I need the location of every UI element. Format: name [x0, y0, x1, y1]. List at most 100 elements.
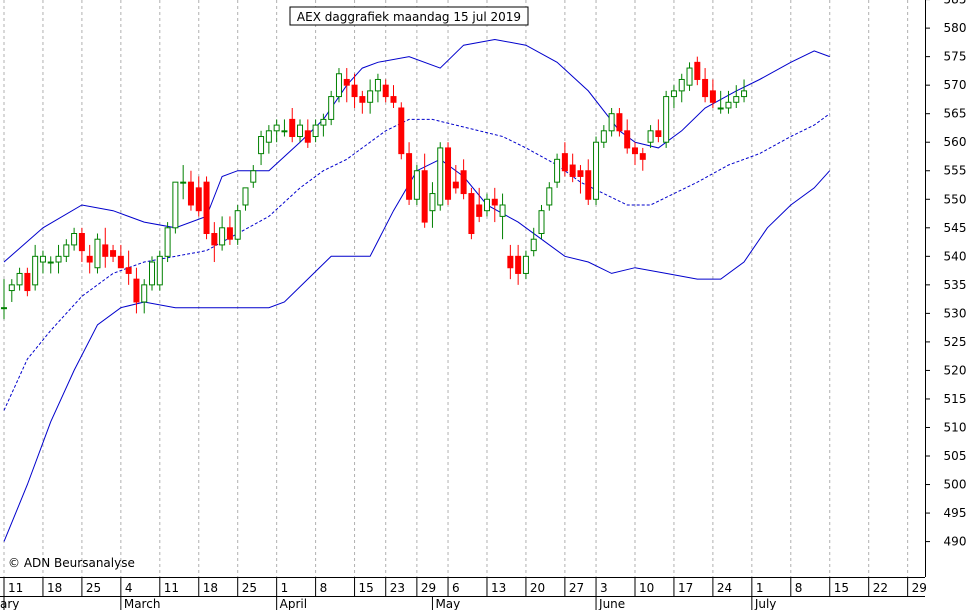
candle-10 [78, 227, 85, 263]
candle-21 [164, 222, 171, 263]
candle-body-16 [125, 267, 132, 274]
bollinger-middle-line [3, 113, 830, 411]
candle-body-26 [203, 181, 210, 235]
candle-body-66 [515, 255, 522, 274]
x-tick-label-5: 18 [203, 581, 218, 595]
candle-body-8 [63, 244, 70, 257]
candle-body-5 [39, 255, 46, 263]
y-tick-label-18: 580 [944, 21, 967, 35]
candle-49 [382, 79, 389, 103]
candle-23 [180, 165, 187, 200]
candle-19 [149, 256, 156, 291]
candle-body-12 [94, 238, 101, 269]
candle-15 [117, 244, 124, 269]
month-label-2: April [280, 597, 307, 610]
x-tick-label-14: 20 [530, 581, 545, 595]
candle-87 [678, 73, 685, 103]
candle-61 [476, 187, 483, 223]
candle-69 [538, 204, 545, 240]
candle-85 [663, 90, 670, 148]
candle-65 [507, 244, 514, 280]
candle-50 [390, 85, 397, 108]
candle-28 [219, 216, 226, 251]
candle-39 [304, 119, 311, 148]
candle-37 [289, 107, 296, 143]
candle-46 [359, 90, 366, 114]
candle-body-7 [55, 255, 62, 263]
candle-body-23 [180, 181, 187, 184]
candle-body-73 [569, 164, 576, 177]
candle-body-85 [663, 96, 670, 143]
x-tick-label-4: 11 [164, 581, 179, 595]
candle-54 [421, 153, 428, 228]
candle-body-50 [390, 96, 397, 103]
x-tick-label-10: 23 [390, 581, 405, 595]
candle-93 [725, 90, 732, 114]
candle-body-89 [694, 61, 701, 80]
candle-94 [733, 85, 740, 108]
candle-82 [639, 147, 646, 171]
candle-27 [211, 222, 218, 263]
candle-body-20 [156, 255, 163, 286]
month-label-3: May [435, 597, 460, 610]
x-tick-label-20: 1 [756, 581, 764, 595]
candle-60 [468, 187, 475, 240]
y-tick-label-5: 515 [944, 392, 967, 406]
x-tick-label-8: 8 [320, 581, 328, 595]
candle-48 [374, 73, 381, 103]
candle-91 [709, 79, 716, 108]
y-tick-label-0: 490 [944, 535, 967, 549]
candle-body-35 [273, 124, 280, 132]
x-tick-label-9: 15 [359, 581, 374, 595]
candle-89 [694, 56, 701, 86]
candle-body-94 [733, 96, 740, 103]
candle-body-95 [741, 90, 748, 98]
candle-26 [203, 176, 210, 240]
candle-body-52 [406, 153, 413, 200]
candle-13 [102, 227, 109, 268]
x-tick-label-22: 15 [834, 581, 849, 595]
x-tick-label-15: 27 [569, 581, 584, 595]
month-label-0: ary [0, 597, 19, 610]
candle-45 [351, 73, 358, 108]
candle-body-57 [445, 147, 452, 200]
candle-16 [125, 250, 132, 285]
candle-62 [483, 193, 490, 217]
candle-68 [530, 227, 537, 257]
candle-body-59 [460, 170, 467, 195]
candle-57 [445, 142, 452, 205]
candle-body-67 [522, 255, 529, 274]
candle-47 [367, 79, 374, 114]
candle-body-92 [717, 107, 724, 110]
candle-70 [546, 182, 553, 211]
candle-body-19 [149, 261, 156, 286]
candle-body-4 [32, 255, 39, 286]
candle-body-74 [577, 170, 584, 177]
y-tick-label-15: 565 [944, 107, 967, 121]
credit-text: © ADN Beursanalyse [8, 556, 135, 570]
month-label-4: June [598, 597, 625, 610]
candle-body-40 [312, 124, 319, 138]
x-tick-label-16: 3 [600, 581, 608, 595]
candle-14 [110, 244, 117, 263]
candle-43 [335, 68, 342, 103]
candle-31 [242, 187, 249, 211]
candle-53 [413, 165, 420, 205]
candle-body-88 [686, 67, 693, 86]
candle-body-70 [546, 187, 553, 206]
candle-body-86 [670, 90, 677, 98]
candle-18 [141, 279, 148, 314]
y-tick-label-11: 545 [944, 221, 967, 235]
candles [1, 56, 748, 320]
candle-64 [499, 193, 506, 240]
candle-2 [16, 267, 23, 291]
month-label-5: July [754, 597, 777, 610]
candle-body-44 [343, 78, 350, 86]
candle-body-78 [608, 113, 615, 132]
candle-body-68 [530, 238, 537, 252]
y-tick-label-10: 540 [944, 249, 967, 263]
candle-body-9 [71, 233, 78, 246]
candle-body-93 [725, 101, 732, 109]
